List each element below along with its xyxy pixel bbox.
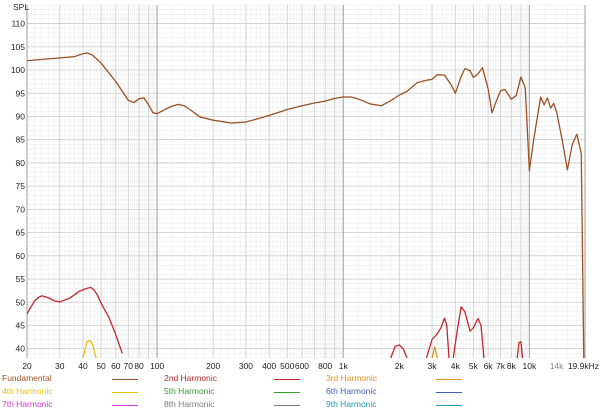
legend-item-7th-harmonic[interactable]: 7th Harmonic — [2, 399, 152, 413]
legend-item-6th-harmonic[interactable]: 6th Harmonic — [326, 386, 476, 400]
legend-swatch — [112, 379, 138, 381]
y-tick-label: 60 — [16, 251, 26, 261]
y-tick-labels: 40 45 50 55 60 65 70 75 80 85 90 95 100 105 110 — [11, 19, 25, 354]
x-tick-label: 600 — [295, 361, 309, 371]
legend-swatch — [274, 379, 300, 381]
legend-label: 5th Harmonic — [164, 386, 215, 396]
series-line-4th-harmonic — [82, 339, 97, 358]
legend-swatch — [274, 405, 300, 407]
x-tick-label: 100 — [150, 361, 164, 371]
legend-item-3rd-harmonic[interactable]: 3rd Harmonic — [326, 373, 476, 387]
y-tick-label: 90 — [16, 111, 26, 121]
legend-item-5th-harmonic[interactable]: 5th Harmonic — [164, 386, 314, 400]
x-tick-label: 8k — [507, 361, 517, 371]
legend-label: 9th Harmonic — [326, 399, 377, 409]
legend-item-4th-harmonic[interactable]: 4th Harmonic — [2, 386, 152, 400]
y-axis-label: SPL — [13, 2, 29, 12]
x-tick-label: 40 — [78, 361, 88, 371]
y-tick-label: 50 — [16, 297, 26, 307]
x-tick-label: 70 — [124, 361, 134, 371]
y-tick-label: 40 — [16, 344, 26, 354]
x-tick-label: 60 — [111, 361, 121, 371]
x-tick-label: 30 — [55, 361, 65, 371]
y-tick-label: 110 — [11, 19, 25, 29]
series-line-2nd-harmonic — [452, 306, 485, 358]
x-tick-label: 3k — [428, 361, 438, 371]
x-tick-label: 500 — [280, 361, 294, 371]
legend-swatch — [436, 392, 462, 394]
legend-label: 8th Harmonic — [164, 399, 215, 409]
x-tick-label: 800 — [318, 361, 332, 371]
legend-label: 6th Harmonic — [326, 386, 377, 396]
y-tick-label: 95 — [16, 88, 26, 98]
x-tick-label: 14k — [550, 361, 564, 371]
x-tick-label: 50 — [96, 361, 106, 371]
x-tick-label: 4k — [451, 361, 461, 371]
x-tick-label: 1k — [339, 361, 349, 371]
legend-swatch — [274, 392, 300, 394]
x-tick-label: 300 — [239, 361, 253, 371]
frequency-response-chart: 40 45 50 55 60 65 70 75 80 85 90 95 100 105 110 20 30 40… — [11, 2, 599, 371]
x-tick-label: 10k — [523, 361, 537, 371]
series-lines — [27, 52, 585, 358]
legend-label: 4th Harmonic — [2, 386, 53, 396]
x-tick-label: 7k — [496, 361, 506, 371]
legend-item-9th-harmonic[interactable]: 9th Harmonic — [326, 399, 476, 413]
x-tick-labels: 20 30 40 50 60 70 80 100 200 300 400 500 600 800 1k 2k 3… — [22, 361, 599, 371]
y-tick-label: 45 — [16, 320, 26, 330]
legend-swatch — [112, 392, 138, 394]
legend-label: Fundamental — [2, 373, 52, 383]
series-line-2nd-harmonic — [390, 344, 408, 358]
plot-grid — [26, 4, 586, 359]
legend-swatch — [436, 405, 462, 407]
legend: Fundamental 2nd Harmonic 3rd Harmonic 4th H… — [0, 373, 600, 413]
y-tick-label: 100 — [11, 65, 25, 75]
series-line-2nd-harmonic — [516, 341, 524, 358]
legend-label: 7th Harmonic — [2, 399, 53, 409]
legend-swatch — [112, 405, 138, 407]
y-tick-label: 55 — [16, 274, 26, 284]
legend-label: 2nd Harmonic — [164, 373, 217, 383]
series-line-2nd-harmonic — [425, 317, 450, 358]
x-tick-label: 20 — [22, 361, 32, 371]
x-tick-label: 80 — [134, 361, 144, 371]
y-tick-label: 65 — [16, 228, 26, 238]
x-tick-label: 19.9kHz — [568, 361, 599, 371]
legend-item-2nd-harmonic[interactable]: 2nd Harmonic — [164, 373, 314, 387]
y-tick-label: 70 — [16, 204, 26, 214]
y-tick-label: 75 — [16, 181, 26, 191]
legend-swatch — [436, 379, 462, 381]
legend-item-8th-harmonic[interactable]: 8th Harmonic — [164, 399, 314, 413]
x-tick-label: 2k — [395, 361, 405, 371]
x-tick-label: 400 — [262, 361, 276, 371]
series-line-3rd-harmonic — [431, 346, 438, 358]
legend-label: 3rd Harmonic — [326, 373, 378, 383]
x-tick-label: 200 — [206, 361, 220, 371]
legend-item-fundamental[interactable]: Fundamental — [2, 373, 152, 387]
y-tick-label: 80 — [16, 158, 26, 168]
y-tick-label: 105 — [11, 42, 25, 52]
x-tick-label: 5k — [469, 361, 479, 371]
series-line-2nd-harmonic — [27, 286, 123, 354]
series-line-fundamental — [27, 52, 585, 358]
y-tick-label: 85 — [16, 135, 26, 145]
x-tick-label: 6k — [484, 361, 494, 371]
